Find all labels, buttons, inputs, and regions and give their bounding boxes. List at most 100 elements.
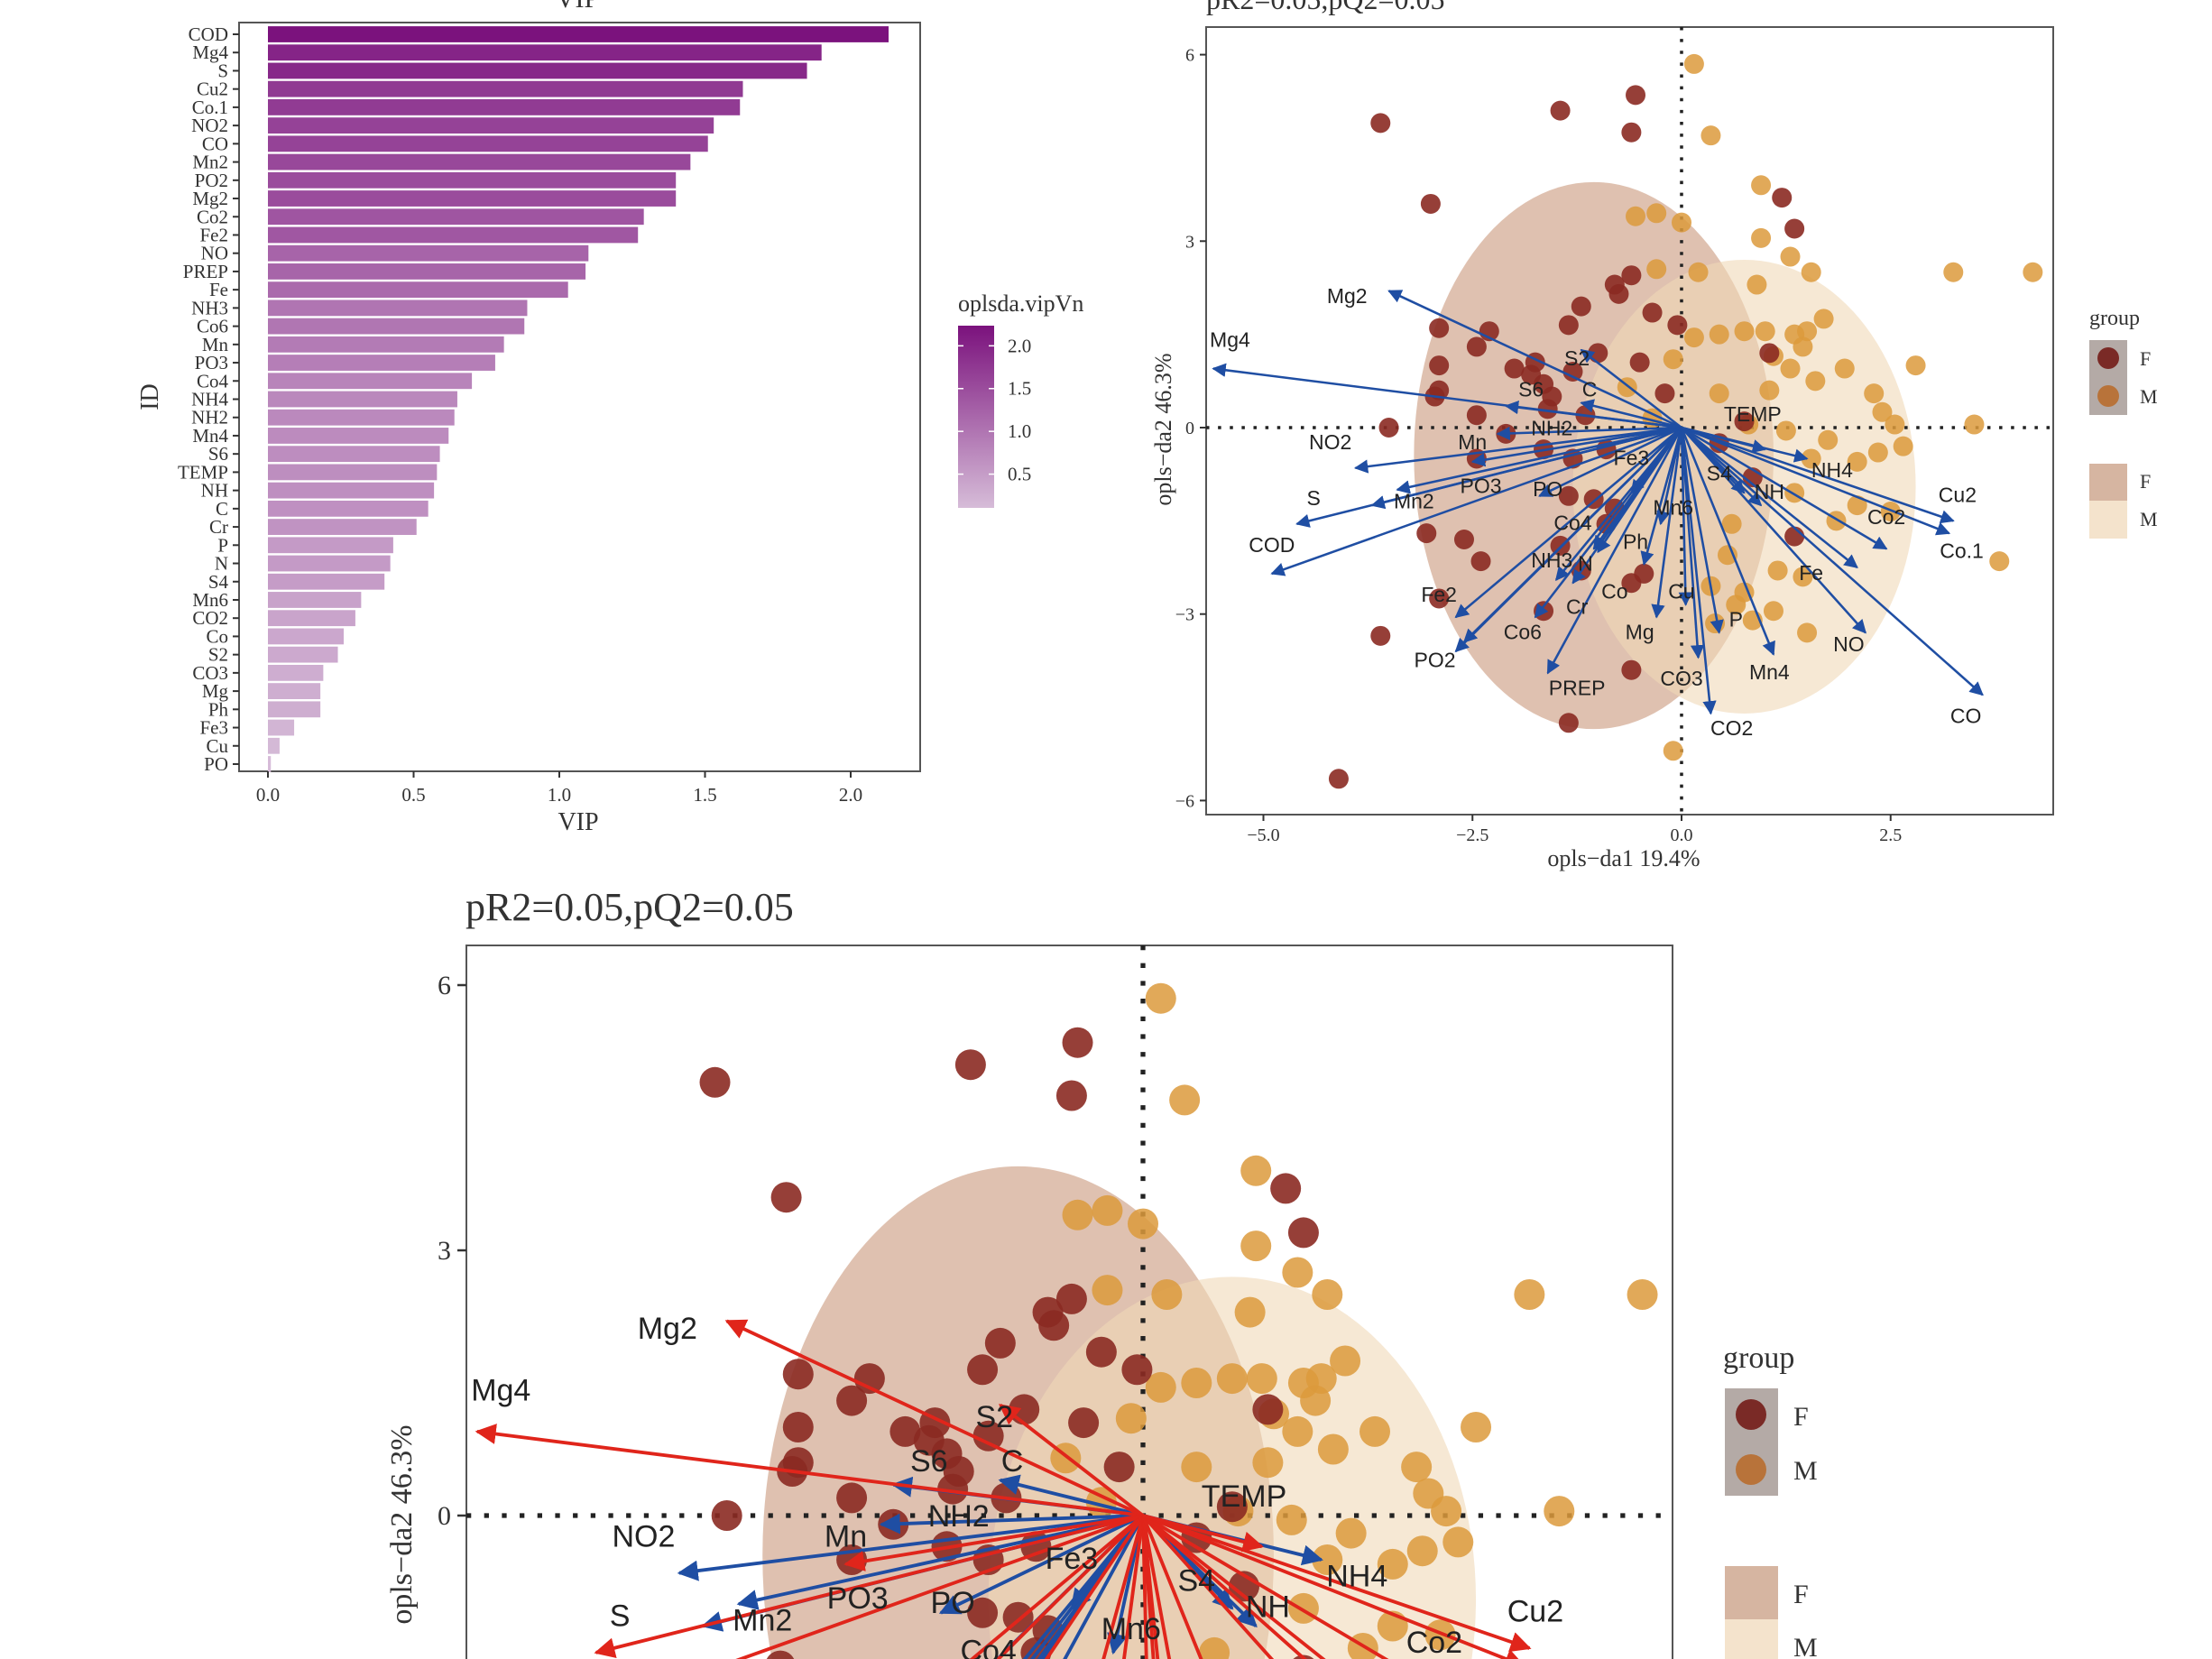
point-M bbox=[1663, 349, 1683, 370]
point-M bbox=[1626, 206, 1646, 226]
point-F bbox=[1085, 1336, 1117, 1368]
loading-arrow-Cr bbox=[1534, 427, 1683, 619]
vip-bar bbox=[268, 190, 677, 207]
vip-y-tick-label: Cu2 bbox=[197, 78, 228, 100]
point-M bbox=[1818, 429, 1839, 450]
vip-bar bbox=[268, 555, 391, 572]
arrow-label-S4: S4 bbox=[1178, 1563, 1216, 1598]
vip-x-tick-label: 1.5 bbox=[693, 784, 716, 806]
point-F bbox=[1504, 358, 1525, 379]
point-M bbox=[1813, 309, 1834, 329]
point-M bbox=[1847, 451, 1867, 472]
vip-bar bbox=[268, 263, 586, 280]
vip-bars bbox=[268, 26, 889, 772]
biplot-top-x-ticks: −5.0 −2.5 0.0 2.5 bbox=[1247, 815, 1902, 845]
point-F bbox=[1626, 85, 1646, 106]
vip-bar bbox=[268, 756, 272, 772]
point-M bbox=[1767, 560, 1788, 581]
arrow-label-S6: S6 bbox=[1518, 378, 1544, 401]
arrow-label-PO2: PO2 bbox=[1415, 648, 1456, 671]
point-M bbox=[1234, 1296, 1266, 1328]
legend-ellipse-M bbox=[1725, 1619, 1778, 1659]
arrow-label-Mn4: Mn4 bbox=[1749, 660, 1790, 684]
point-F bbox=[954, 1049, 986, 1081]
arrow-label-S: S bbox=[610, 1599, 631, 1634]
point-M bbox=[1377, 1548, 1408, 1580]
point-F bbox=[1429, 318, 1450, 338]
point-M bbox=[1627, 1279, 1658, 1310]
point-F bbox=[1571, 296, 1591, 317]
loading-arrow-Co bbox=[1597, 427, 1683, 554]
point-F bbox=[1370, 625, 1391, 646]
vip-bar bbox=[268, 482, 435, 499]
arrow-label-S2: S2 bbox=[1564, 346, 1590, 370]
x-tick-label: 0.0 bbox=[1671, 825, 1693, 845]
point-M bbox=[1797, 321, 1818, 342]
legend-label-M: M bbox=[2140, 385, 2158, 408]
point-M bbox=[1312, 1279, 1343, 1310]
point-M bbox=[1864, 383, 1885, 404]
vip-bar bbox=[268, 44, 822, 61]
vip-y-tick-label: Mg4 bbox=[192, 41, 228, 63]
biplot-top-reference-lines bbox=[1206, 27, 2053, 815]
biplot-top-y-axis-label: opls−da2 46.3% bbox=[1150, 353, 1176, 505]
arrow-label-Mg2: Mg2 bbox=[638, 1312, 697, 1346]
point-F bbox=[1416, 523, 1437, 544]
arrow-label-Co4: Co4 bbox=[960, 1635, 1016, 1659]
vip-y-tick-label: Mn4 bbox=[192, 425, 228, 447]
point-M bbox=[1401, 1452, 1433, 1483]
biplot-top: pR2=0.05,pQ2=0.05 Mg4Mg2S2S6CNH2MnNO2PO3… bbox=[1150, 0, 2158, 871]
loading-arrow-S2 bbox=[1580, 348, 1682, 429]
point-M bbox=[1181, 1368, 1212, 1398]
y-tick-label: 6 bbox=[438, 971, 451, 1000]
loading-arrow-NO2 bbox=[677, 1514, 1144, 1581]
arrow-label-NO: NO bbox=[1833, 632, 1865, 656]
loading-arrow-Mn bbox=[843, 1514, 1144, 1571]
arrow-label-Co2: Co2 bbox=[1406, 1626, 1462, 1659]
loading-arrow-Mg4 bbox=[475, 1424, 1144, 1517]
vip-y-tick-label: S4 bbox=[208, 571, 229, 593]
point-F bbox=[1370, 113, 1391, 134]
point-F bbox=[782, 1359, 814, 1390]
vip-bar bbox=[268, 683, 321, 699]
point-F bbox=[1772, 188, 1793, 208]
point-M bbox=[1544, 1496, 1575, 1527]
point-F bbox=[1378, 418, 1399, 438]
point-M bbox=[1406, 1535, 1438, 1567]
colorbar-tick-label: 1.0 bbox=[1008, 420, 1031, 442]
point-F bbox=[1608, 283, 1629, 304]
point-M bbox=[1431, 1496, 1462, 1527]
arrow-label-S4: S4 bbox=[1707, 462, 1732, 485]
loading-arrow-NH2 bbox=[879, 1513, 1144, 1535]
point-F bbox=[1466, 405, 1487, 426]
legend-label-M: M bbox=[1793, 1456, 1818, 1486]
vip-y-tick-label: P bbox=[217, 534, 228, 556]
biplot-top-arrow-labels: Mg4 Mg2 S2 S6 C NH2 Mn NO2 PO3 Mn2 S COD PO Fe3 Co4 NH3… bbox=[1210, 284, 1984, 740]
legend-ellipse-F bbox=[2089, 464, 2127, 501]
point-M bbox=[1751, 175, 1772, 196]
point-F bbox=[1429, 588, 1450, 609]
point-F bbox=[1642, 302, 1663, 323]
point-M bbox=[1683, 327, 1704, 348]
y-tick-label: 6 bbox=[1185, 46, 1194, 66]
vip-bar bbox=[268, 664, 324, 681]
point-F bbox=[889, 1415, 921, 1447]
point-M bbox=[1335, 1517, 1367, 1549]
arrow-label-Mn: Mn bbox=[1458, 430, 1487, 454]
vip-y-tick-label: Co4 bbox=[197, 370, 229, 392]
loading-arrow-NO2 bbox=[1353, 426, 1682, 474]
point-F bbox=[853, 1363, 885, 1395]
point-F bbox=[766, 1650, 795, 1659]
point-F bbox=[1328, 769, 1349, 789]
loading-arrow-Fe bbox=[1141, 1514, 1326, 1659]
point-M bbox=[1872, 401, 1893, 422]
vip-y-tick-label: COD bbox=[189, 23, 228, 45]
biplot-top-title: pR2=0.05,pQ2=0.05 bbox=[1206, 0, 1445, 15]
legend-point-M bbox=[2097, 385, 2119, 407]
vip-y-tick-label: NH bbox=[201, 480, 228, 502]
vip-bar bbox=[268, 446, 440, 463]
colorbar-tick-label: 0.5 bbox=[1008, 464, 1031, 485]
loading-arrow-Mn4 bbox=[1141, 1515, 1203, 1659]
vip-bar bbox=[268, 628, 344, 645]
point-F bbox=[1654, 383, 1675, 404]
